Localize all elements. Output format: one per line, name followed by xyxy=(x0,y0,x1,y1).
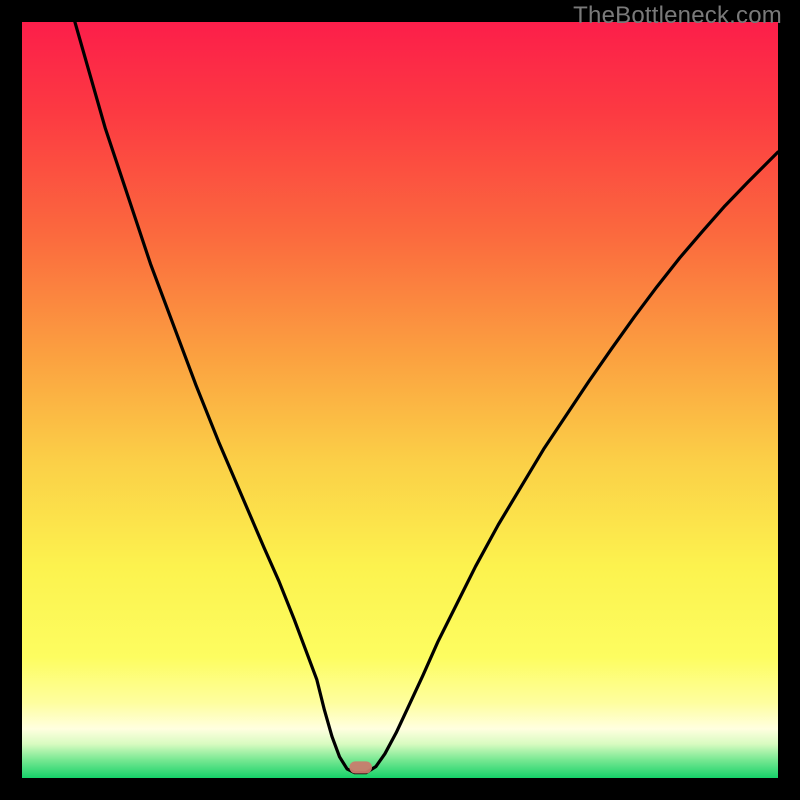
chart-plot-background xyxy=(22,22,778,778)
bottleneck-curve-chart xyxy=(0,0,800,800)
optimal-point-marker xyxy=(349,761,372,773)
watermark-text: TheBottleneck.com xyxy=(573,2,782,30)
